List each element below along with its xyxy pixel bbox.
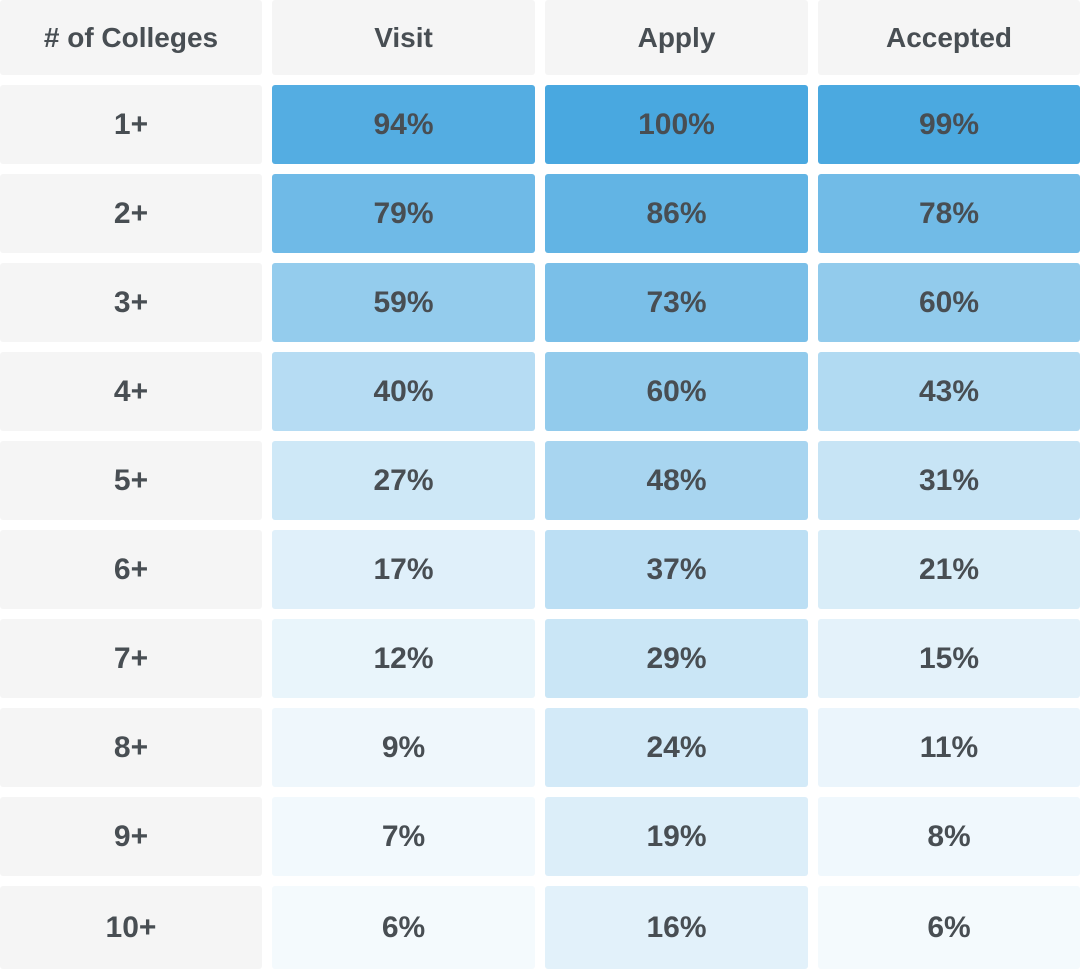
header-cell-visit: Visit bbox=[272, 0, 535, 75]
heat-cell: 8% bbox=[818, 797, 1080, 876]
heat-cell: 60% bbox=[545, 352, 808, 431]
heat-cell: 16% bbox=[545, 886, 808, 969]
heat-cell: 7% bbox=[272, 797, 535, 876]
heat-cell: 43% bbox=[818, 352, 1080, 431]
heat-cell: 19% bbox=[545, 797, 808, 876]
heat-cell: 100% bbox=[545, 85, 808, 164]
heat-cell: 59% bbox=[272, 263, 535, 342]
heat-cell: 12% bbox=[272, 619, 535, 698]
row-label: 8+ bbox=[0, 708, 262, 787]
heat-cell: 31% bbox=[818, 441, 1080, 520]
row-label: 2+ bbox=[0, 174, 262, 253]
heat-cell: 73% bbox=[545, 263, 808, 342]
row-label: 1+ bbox=[0, 85, 262, 164]
row-label: 9+ bbox=[0, 797, 262, 876]
row-label: 3+ bbox=[0, 263, 262, 342]
heat-cell: 86% bbox=[545, 174, 808, 253]
heat-cell: 79% bbox=[272, 174, 535, 253]
row-label: 5+ bbox=[0, 441, 262, 520]
row-label: 4+ bbox=[0, 352, 262, 431]
row-label: 10+ bbox=[0, 886, 262, 969]
heat-cell: 27% bbox=[272, 441, 535, 520]
heat-cell: 48% bbox=[545, 441, 808, 520]
heat-cell: 6% bbox=[272, 886, 535, 969]
row-label: 6+ bbox=[0, 530, 262, 609]
header-cell-apply: Apply bbox=[545, 0, 808, 75]
heat-cell: 29% bbox=[545, 619, 808, 698]
heat-cell: 11% bbox=[818, 708, 1080, 787]
row-label: 7+ bbox=[0, 619, 262, 698]
heat-cell: 9% bbox=[272, 708, 535, 787]
heat-cell: 6% bbox=[818, 886, 1080, 969]
heat-cell: 99% bbox=[818, 85, 1080, 164]
heat-cell: 37% bbox=[545, 530, 808, 609]
heat-cell: 40% bbox=[272, 352, 535, 431]
header-cell-accepted: Accepted bbox=[818, 0, 1080, 75]
heat-cell: 15% bbox=[818, 619, 1080, 698]
heat-cell: 94% bbox=[272, 85, 535, 164]
heat-cell: 78% bbox=[818, 174, 1080, 253]
heat-cell: 17% bbox=[272, 530, 535, 609]
header-cell-num-colleges: # of Colleges bbox=[0, 0, 262, 75]
heat-cell: 60% bbox=[818, 263, 1080, 342]
heat-cell: 24% bbox=[545, 708, 808, 787]
heat-cell: 21% bbox=[818, 530, 1080, 609]
